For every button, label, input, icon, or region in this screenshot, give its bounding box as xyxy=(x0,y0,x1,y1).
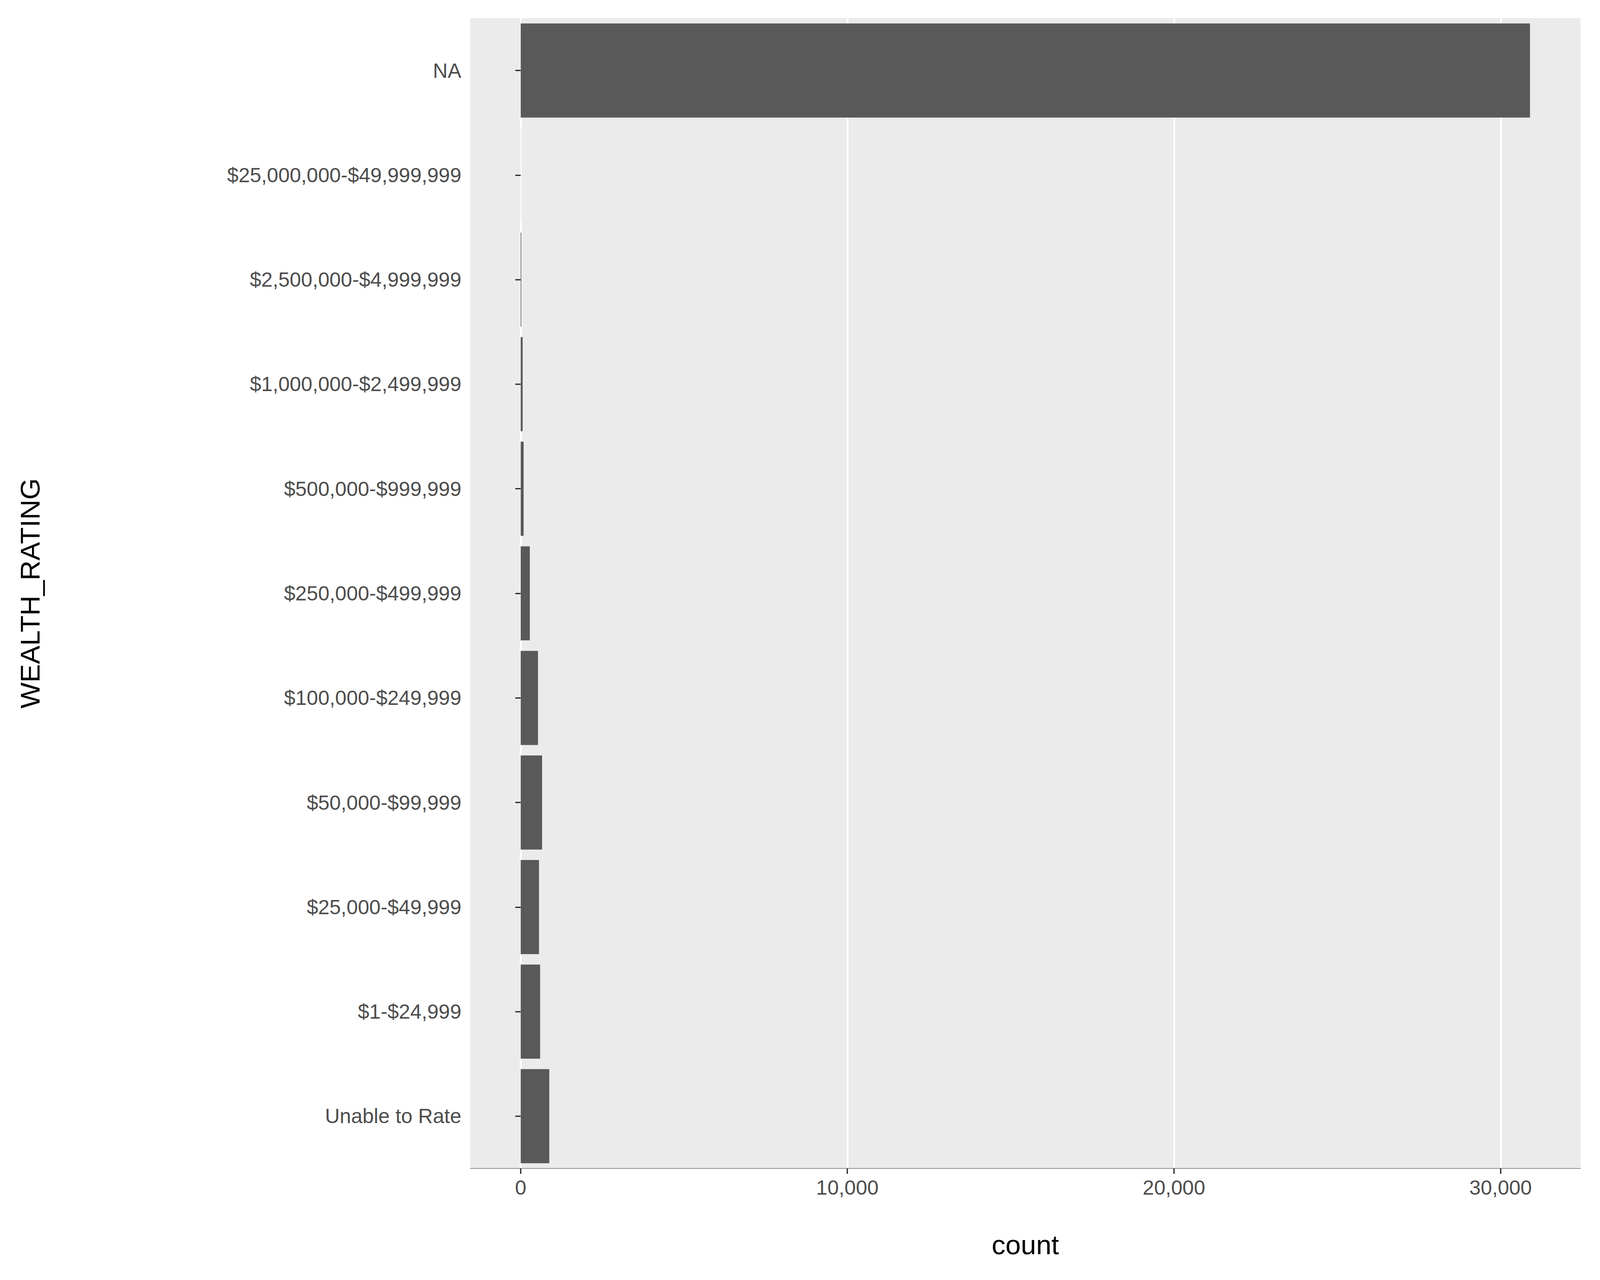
svg-text:$25,000-$49,999: $25,000-$49,999 xyxy=(306,895,462,919)
svg-text:WEALTH_RATING: WEALTH_RATING xyxy=(14,478,46,709)
svg-text:30,000: 30,000 xyxy=(1469,1176,1532,1200)
svg-text:$1,000,000-$2,499,999: $1,000,000-$2,499,999 xyxy=(249,372,462,396)
svg-text:10,000: 10,000 xyxy=(816,1176,879,1200)
svg-text:Unable to Rate: Unable to Rate xyxy=(324,1104,462,1128)
svg-text:20,000: 20,000 xyxy=(1142,1176,1206,1200)
svg-text:$2,500,000-$4,999,999: $2,500,000-$4,999,999 xyxy=(249,268,462,292)
svg-text:$100,000-$249,999: $100,000-$249,999 xyxy=(284,686,462,710)
svg-text:$50,000-$99,999: $50,000-$99,999 xyxy=(306,791,462,815)
svg-text:$500,000-$999,999: $500,000-$999,999 xyxy=(284,477,462,501)
svg-text:$25,000,000-$49,999,999: $25,000,000-$49,999,999 xyxy=(227,163,462,187)
svg-text:count: count xyxy=(991,1229,1060,1260)
svg-text:$1-$24,999: $1-$24,999 xyxy=(357,1000,462,1024)
svg-text:NA: NA xyxy=(432,59,462,83)
svg-text:$250,000-$499,999: $250,000-$499,999 xyxy=(284,581,462,605)
svg-text:0: 0 xyxy=(515,1176,527,1200)
